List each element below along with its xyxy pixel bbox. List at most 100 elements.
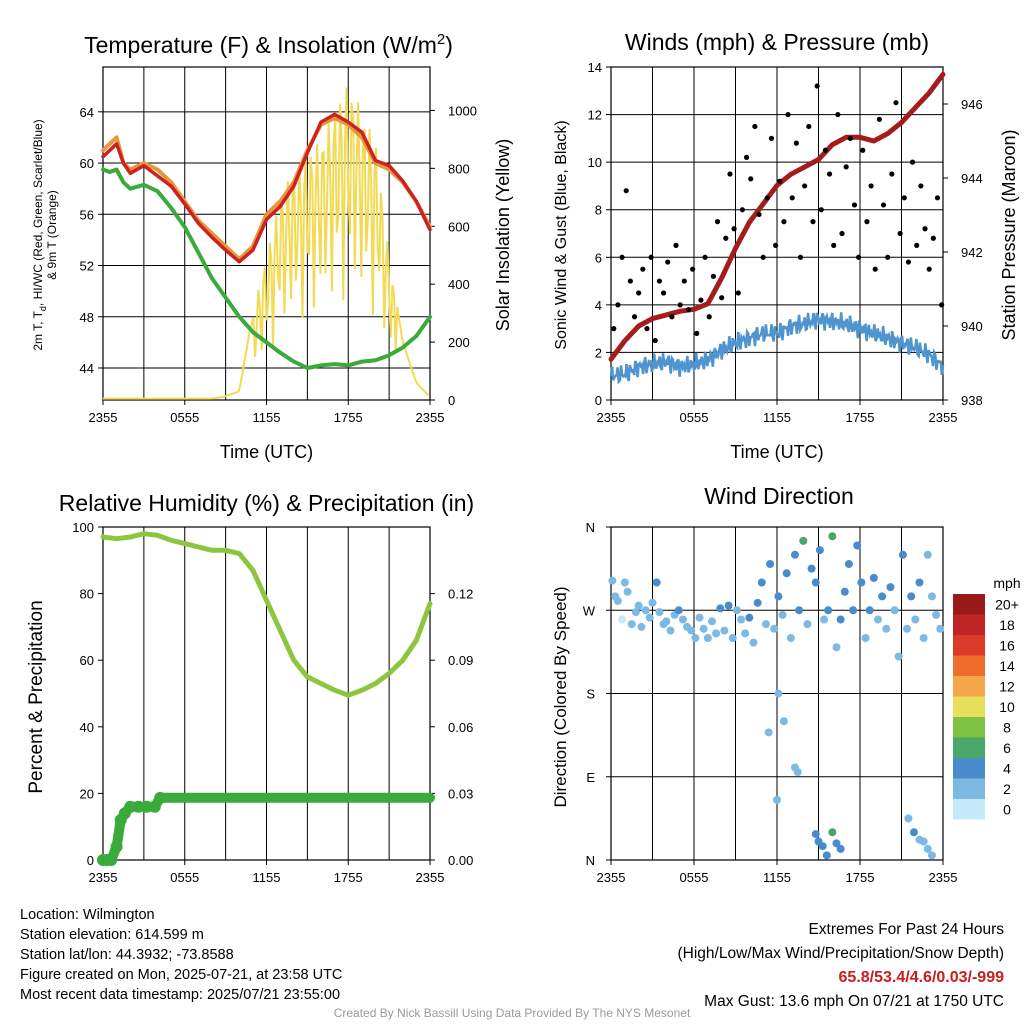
y-tick-label: 56	[80, 207, 94, 222]
colorbar-label: 0	[1003, 801, 1011, 817]
gust-point	[739, 207, 746, 213]
gust-point	[723, 235, 729, 241]
y-tick-label: 0	[87, 853, 94, 868]
y-tick-label: 52	[80, 259, 94, 274]
gust-point	[789, 195, 795, 201]
gust-point	[743, 154, 750, 160]
colorbar-swatch	[953, 676, 985, 697]
direction-point	[687, 626, 696, 635]
direction-point	[803, 620, 812, 629]
gust-point	[930, 235, 936, 241]
colorbar-swatch	[953, 614, 985, 635]
gust-point	[793, 140, 799, 146]
colorbar-swatch	[953, 737, 985, 758]
y-tick-label: 12	[588, 108, 602, 123]
direction-point	[749, 638, 758, 647]
direction-point	[641, 606, 650, 615]
chart-title: Wind Direction	[704, 483, 854, 509]
gust-point	[872, 266, 878, 272]
y2-tick-label: 0.09	[448, 653, 473, 668]
direction-point	[832, 643, 841, 652]
colorbar-swatch	[953, 635, 985, 656]
direction-point	[811, 830, 820, 839]
direction-point	[728, 634, 737, 642]
x-tick-label: 0555	[680, 870, 709, 885]
x-tick-label: 1155	[253, 870, 281, 885]
x-tick-label: 0555	[680, 410, 709, 425]
gust-point	[847, 135, 853, 141]
direction-point	[720, 626, 729, 635]
y-axis-label: Direction (Colored By Speed)	[551, 586, 570, 807]
y-axis-label: Sonic Wind & Gust (Blue, Black)	[553, 120, 570, 349]
plot-frame	[102, 526, 431, 861]
gust-point	[752, 123, 758, 130]
gust-point	[706, 314, 712, 320]
y-tick-label: 6	[595, 250, 602, 265]
y2-tick-label: 0.03	[448, 786, 473, 801]
x-tick-label: 0555	[170, 410, 199, 425]
x-tick-label: 2355	[416, 870, 445, 885]
y-tick-label: N	[586, 520, 595, 535]
y2-tick-label: 0.00	[448, 853, 473, 868]
created-text: Figure created on Mon, 2025-07-21, at 23…	[20, 967, 343, 983]
title-main: Temperature (F) & Insolation (W/m	[84, 32, 437, 58]
gust-point	[826, 171, 833, 177]
gust-point	[735, 290, 741, 296]
direction-point	[873, 615, 882, 624]
extremes-block: Extremes For Past 24 Hours (High/Low/Max…	[678, 918, 1005, 1014]
direction-point	[648, 598, 657, 607]
direction-point	[815, 546, 824, 555]
humidity-line	[100, 531, 433, 698]
direction-point	[915, 578, 924, 587]
y-tick-label: 60	[80, 156, 94, 171]
precip-point	[110, 840, 123, 853]
gust-point	[773, 242, 779, 248]
precip-point	[105, 854, 118, 866]
colorbar-swatch	[953, 655, 985, 676]
direction-point	[782, 569, 791, 578]
location-text: Location: Wilmington	[20, 907, 155, 923]
direction-point	[795, 606, 804, 615]
gust-point	[640, 266, 646, 272]
x-tick-label: 1755	[334, 410, 363, 425]
gust-point	[802, 183, 808, 189]
gust-point	[636, 290, 642, 296]
gust-point	[843, 164, 849, 170]
gust-point	[860, 147, 866, 153]
direction-point	[773, 795, 781, 804]
gust-point	[714, 219, 721, 225]
direction-point	[878, 592, 887, 601]
direction-point	[849, 606, 858, 615]
colorbar-label: 12	[999, 678, 1015, 694]
pressure-line	[608, 71, 946, 362]
title-superscript: 2	[437, 31, 445, 48]
colorbar-title: mph	[993, 575, 1020, 591]
gust-point	[652, 337, 658, 344]
gust-point	[702, 254, 708, 260]
gust-point	[690, 266, 696, 272]
gust-point	[764, 195, 770, 201]
y-label-part: 2m T, T	[31, 310, 45, 350]
direction-point	[613, 597, 622, 605]
gust-point	[768, 135, 775, 141]
direction-point	[618, 615, 627, 624]
x-tick-label: 1155	[763, 410, 791, 425]
x-tick-label: 2355	[416, 410, 445, 425]
winds-pressure-panel: 2355 0555 1155 1755 2355 0 2 4 6 8 10 12 14 938 940 942…	[553, 29, 1019, 462]
direction-point	[620, 578, 629, 587]
x-tick-label: 1755	[334, 870, 363, 885]
gust-point	[698, 297, 704, 303]
x-tick-label: 1755	[846, 870, 875, 885]
direction-point	[898, 550, 907, 559]
direction-point	[666, 626, 675, 635]
gust-point	[731, 226, 737, 232]
y2-tick-label: 400	[448, 277, 470, 292]
direction-point	[674, 606, 683, 615]
direction-point	[828, 532, 837, 541]
direction-point	[857, 578, 866, 587]
max-gust-text: Max Gust: 13.6 mph On 07/21 at 1750 UTC	[704, 993, 1004, 1010]
direction-point	[818, 842, 827, 851]
x-tick-label: 2355	[597, 870, 626, 885]
extremes-title: Extremes For Past 24 Hours	[808, 921, 1004, 938]
direction-point	[774, 689, 783, 698]
